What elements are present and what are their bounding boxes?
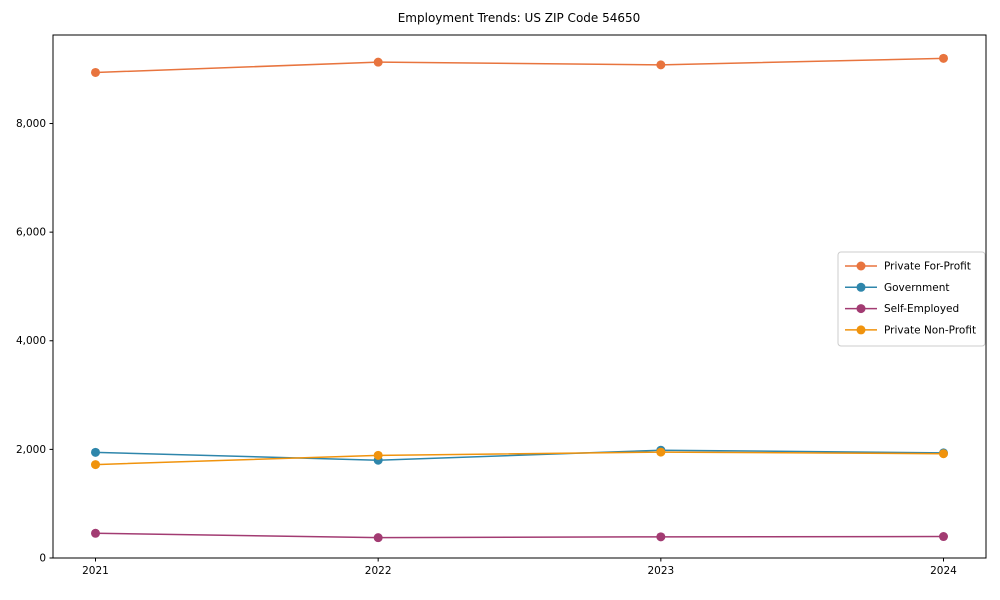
legend-item: Private Non-Profit bbox=[845, 324, 976, 336]
data-point bbox=[373, 533, 383, 543]
x-tick-label: 2023 bbox=[647, 565, 674, 577]
legend-item: Self-Employed bbox=[845, 303, 959, 315]
series-line-self-employed bbox=[95, 532, 944, 539]
series-line-private-non-profit bbox=[95, 451, 944, 466]
data-point bbox=[656, 447, 666, 457]
legend-marker-icon bbox=[856, 282, 866, 292]
plot-area: 0 2,000 4,000 6,000 8,000 2021 2022 2023 2024 bbox=[16, 34, 987, 577]
y-tick-label: 0 bbox=[39, 552, 46, 564]
legend-label: Private For-Profit bbox=[884, 260, 971, 272]
x-tick-label: 2024 bbox=[930, 565, 957, 577]
legend-marker-icon bbox=[856, 304, 866, 314]
series-layer bbox=[91, 53, 948, 543]
x-tick-label: 2021 bbox=[82, 565, 109, 577]
legend-label: Private Non-Profit bbox=[884, 324, 976, 336]
x-tick-label: 2022 bbox=[365, 565, 392, 577]
y-tick-label: 2,000 bbox=[16, 444, 46, 456]
data-point bbox=[373, 57, 383, 67]
data-point bbox=[656, 532, 666, 542]
y-tick-label: 6,000 bbox=[16, 227, 46, 239]
series-line-private-for-profit bbox=[95, 57, 944, 74]
data-point bbox=[91, 67, 100, 77]
legend-label: Government bbox=[884, 282, 949, 294]
axes-frame bbox=[52, 34, 987, 559]
data-point bbox=[939, 53, 948, 63]
legend: Private For-Profit Government Self-Employe… bbox=[837, 251, 986, 347]
legend-label: Self-Employed bbox=[884, 303, 959, 315]
data-point bbox=[91, 528, 100, 538]
y-tick-label: 4,000 bbox=[16, 335, 46, 347]
series-line-government bbox=[95, 449, 944, 461]
chart-title: Employment Trends: US ZIP Code 54650 bbox=[398, 11, 641, 25]
data-point bbox=[656, 60, 666, 70]
data-point bbox=[91, 460, 100, 470]
y-tick-label: 8,000 bbox=[16, 118, 46, 130]
legend-marker-icon bbox=[856, 325, 866, 335]
legend-marker-icon bbox=[856, 261, 866, 271]
legend-box bbox=[837, 251, 986, 347]
legend-item: Government bbox=[845, 282, 949, 294]
data-point bbox=[91, 447, 100, 457]
data-point bbox=[939, 449, 948, 459]
data-point bbox=[939, 532, 948, 542]
data-point bbox=[373, 450, 383, 460]
legend-item: Private For-Profit bbox=[845, 260, 971, 272]
